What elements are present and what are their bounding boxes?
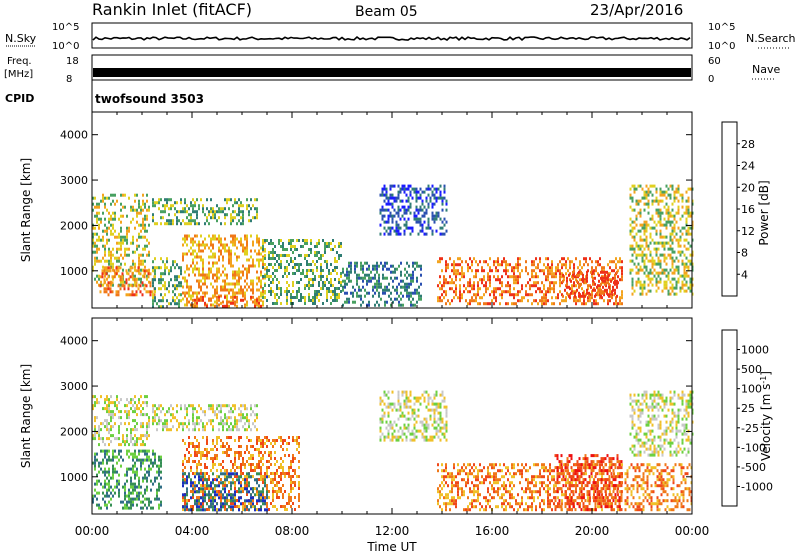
nsky-tick-bottom: 10^0 <box>52 41 79 52</box>
velocity-echo-region <box>379 390 448 442</box>
velocity-echo-region <box>182 436 300 511</box>
nsky-label: N.Sky <box>5 32 37 45</box>
y-tick-label: 4000 <box>60 129 88 142</box>
x-tick-label: 04:00 <box>175 524 210 538</box>
velocity-heatmap <box>92 390 694 512</box>
x-tick-label: 00:00 <box>675 524 710 538</box>
freq-trace <box>93 68 691 77</box>
y-tick-label: 1000 <box>60 471 88 484</box>
power-echo-region <box>182 234 266 307</box>
power-echo-region <box>192 295 262 308</box>
x-tick-label: 08:00 <box>275 524 310 538</box>
y-tick-label: 2000 <box>60 425 88 438</box>
colorbar-tick-label: 25 <box>741 402 755 415</box>
colorbar-tick-label: 16 <box>741 203 755 216</box>
velocity-axes: 1000 2000 3000 4000 <box>60 318 693 514</box>
y-tick-label: 2000 <box>60 219 88 232</box>
colorbar-tick-label: 4 <box>741 268 748 281</box>
colorbar-tick-label: 500 <box>741 363 762 376</box>
power-echo-region <box>262 239 342 305</box>
power-echo-region <box>379 184 448 236</box>
colorbar-tick-label: 100 <box>741 383 762 396</box>
velocity-echo-region <box>624 463 693 512</box>
velocity-colorbar: 1000 500 100 25 -25 -100 -500 -1000 <box>721 329 773 507</box>
power-echo-region <box>437 257 623 306</box>
y-tick-label: 4000 <box>60 335 88 348</box>
colorbar-frame <box>721 121 738 297</box>
colorbar-tick-label: 24 <box>741 160 755 173</box>
y-tick-label: 3000 <box>60 174 88 187</box>
nsky-tick-top: 10^5 <box>52 22 79 33</box>
freq-label: Freq. <box>7 56 32 67</box>
colorbar-tick-label: 12 <box>741 225 755 238</box>
colorbar-tick-label: 8 <box>741 247 748 260</box>
power-echo-region <box>342 261 422 307</box>
nsky-trace <box>92 35 691 41</box>
time-axis: 00:00 04:00 08:00 12:00 16:00 20:00 00:00 <box>75 524 710 538</box>
x-tick-label: 16:00 <box>475 524 510 538</box>
velocity-ylabel: Slant Range [km] <box>19 364 33 468</box>
nsearch-tick-bottom: 10^0 <box>708 41 735 52</box>
colorbar-frame <box>721 329 738 507</box>
velocity-echo-region <box>554 454 623 512</box>
nsky-panel <box>91 22 693 49</box>
station-title: Rankin Inlet (fitACF) <box>92 0 252 19</box>
colorbar-tick-label: 1000 <box>741 344 769 357</box>
colorbar-tick-label: -1000 <box>741 480 773 493</box>
power-colorbar: 4 8 12 16 20 24 28 <box>721 121 755 297</box>
velocity-colorbar-label-end: ] <box>759 371 773 376</box>
nsearch-tick-top: 10^5 <box>708 22 735 33</box>
power-echo-region <box>562 270 618 298</box>
beam-title: Beam 05 <box>355 4 418 20</box>
freq-panel <box>91 54 693 81</box>
power-echo-region <box>152 257 182 309</box>
velocity-colorbar-label-sup: -1 <box>759 376 768 384</box>
colorbar-tick-label: 20 <box>741 181 755 194</box>
nsearch-label: N.Search <box>746 32 796 45</box>
date-title: 23/Apr/2016 <box>590 1 683 19</box>
velocity-echo-region <box>182 472 268 512</box>
cpid-label: CPID <box>5 92 34 105</box>
power-axes: 1000 2000 3000 4000 <box>60 112 693 308</box>
colorbar-tick-label: 28 <box>741 138 755 151</box>
colorbar-tick-label: -25 <box>741 422 759 435</box>
colorbar-tick-label: -100 <box>741 441 766 454</box>
power-echo-region <box>152 198 258 226</box>
velocity-echo-region <box>92 395 150 447</box>
velocity-colorbar-label: Velocity [m s-1] <box>759 371 774 461</box>
time-axis-label: Time UT <box>366 540 417 554</box>
y-tick-label: 3000 <box>60 380 88 393</box>
x-tick-label: 20:00 <box>575 524 610 538</box>
nave-tick-bottom: 0 <box>708 74 714 85</box>
power-colorbar-label: Power [dB] <box>757 180 771 245</box>
nave-tick-top: 60 <box>708 56 721 67</box>
freq-tick-bottom: 8 <box>66 74 72 85</box>
velocity-echo-region <box>92 449 162 510</box>
power-echo-region <box>92 193 150 287</box>
freq-tick-top: 18 <box>66 56 79 67</box>
power-ylabel: Slant Range [km] <box>19 158 33 262</box>
power-echo-region <box>629 184 694 296</box>
power-heatmap <box>92 184 694 309</box>
x-tick-label: 12:00 <box>375 524 410 538</box>
x-tick-label: 00:00 <box>75 524 110 538</box>
velocity-echo-region <box>152 404 258 432</box>
colorbar-tick-label: -500 <box>741 461 766 474</box>
cpid-value: twofsound 3503 <box>95 92 204 106</box>
y-tick-label: 1000 <box>60 265 88 278</box>
freq-unit-label: [MHz] <box>4 69 33 80</box>
nave-label: Nave <box>752 63 780 76</box>
velocity-colorbar-label-main: Velocity [m s <box>759 384 773 461</box>
velocity-echo-region <box>629 390 694 457</box>
power-echo-region <box>99 266 156 297</box>
